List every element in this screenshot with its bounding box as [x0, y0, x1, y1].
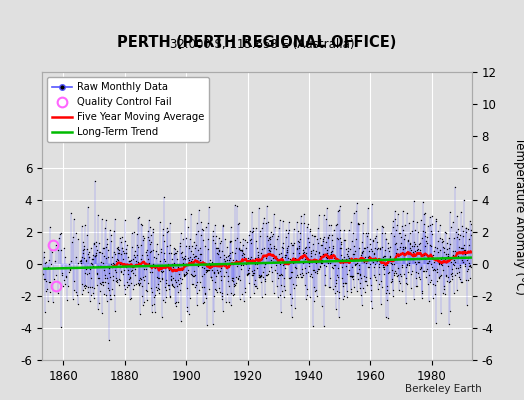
Y-axis label: Temperature Anomaly (°C): Temperature Anomaly (°C) — [513, 137, 524, 295]
Text: Berkeley Earth: Berkeley Earth — [406, 384, 482, 394]
Title: PERTH (PERTH REGIONAL OFFICE): PERTH (PERTH REGIONAL OFFICE) — [117, 35, 397, 50]
Text: 32.000 S, 115.658 E (Australia): 32.000 S, 115.658 E (Australia) — [170, 38, 354, 51]
Legend: Raw Monthly Data, Quality Control Fail, Five Year Moving Average, Long-Term Tren: Raw Monthly Data, Quality Control Fail, … — [47, 77, 209, 142]
